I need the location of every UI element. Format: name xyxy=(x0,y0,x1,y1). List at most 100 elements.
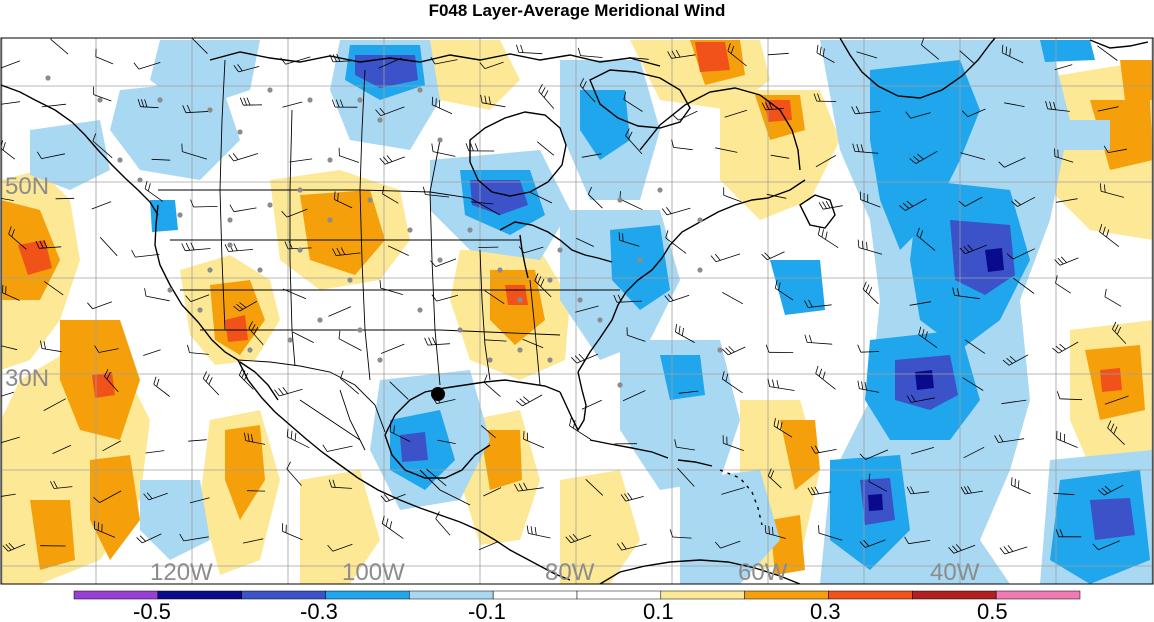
wind-barb xyxy=(767,468,782,489)
wind-barb xyxy=(575,305,599,313)
wind-barb xyxy=(628,57,649,60)
wind-barb xyxy=(579,78,596,103)
wind-barb xyxy=(144,288,170,302)
shading-region xyxy=(225,425,265,520)
shading-region xyxy=(868,494,883,511)
station-marker xyxy=(347,277,353,283)
station-marker xyxy=(437,137,443,143)
shading-region xyxy=(1090,100,1153,170)
wind-barb xyxy=(810,445,837,454)
wind-barb xyxy=(1,101,20,105)
colorbar-segment xyxy=(912,590,997,600)
coastline-hispaniola xyxy=(677,459,713,467)
wind-barb xyxy=(998,157,1026,168)
shading-region xyxy=(505,285,528,305)
shading-region xyxy=(480,430,522,490)
wind-barb xyxy=(1103,145,1127,153)
wind-barb xyxy=(678,390,699,394)
wind-barb xyxy=(340,370,359,395)
coastline-gulf-of-california xyxy=(239,361,279,401)
wind-barb xyxy=(430,56,458,65)
shading-region xyxy=(985,248,1004,272)
wind-barb xyxy=(1,436,20,444)
wind-barb xyxy=(960,485,984,495)
wind-barb xyxy=(143,349,161,356)
wind-barb xyxy=(948,544,976,554)
wind-barb xyxy=(379,280,404,295)
wind-barb xyxy=(93,490,122,503)
wind-barb xyxy=(1056,198,1078,203)
wind-barb xyxy=(569,417,592,440)
wind-barb xyxy=(143,492,168,501)
station-marker xyxy=(697,267,703,273)
wind-barb xyxy=(857,239,883,255)
wind-barb xyxy=(766,193,787,199)
wind-barb xyxy=(1053,492,1075,496)
station-marker xyxy=(137,177,143,183)
us-mexico-border xyxy=(237,359,386,433)
wind-barb xyxy=(50,480,73,489)
great-lakes xyxy=(499,221,613,263)
wind-barb xyxy=(761,251,785,261)
wind-barb xyxy=(1,60,21,69)
wind-barb xyxy=(289,158,313,163)
wind-barb xyxy=(909,150,938,164)
lon-label-120w: 120W xyxy=(150,559,213,586)
shading-region xyxy=(580,90,630,160)
station-marker xyxy=(297,247,303,253)
wind-barb xyxy=(1055,529,1082,538)
wind-barb xyxy=(613,294,642,303)
colorbar-segment xyxy=(576,590,662,600)
wind-barb xyxy=(576,237,594,247)
wind-barb xyxy=(286,428,310,449)
wind-barb xyxy=(916,227,936,251)
wind-barb xyxy=(1055,275,1071,294)
wind-barb xyxy=(813,93,837,102)
coastline-south-america xyxy=(599,559,801,584)
wind-barb xyxy=(1099,223,1120,248)
wind-barb xyxy=(534,273,552,298)
wind-barb xyxy=(228,153,259,162)
wind-barb xyxy=(437,439,456,444)
wind-barb xyxy=(36,151,65,159)
wind-barb xyxy=(1054,256,1079,266)
wind-barb xyxy=(722,346,746,356)
wind-barb xyxy=(1097,484,1124,496)
wind-barb xyxy=(133,62,161,70)
wind-barb xyxy=(52,444,72,454)
wind-barb xyxy=(2,542,26,552)
lon-label-60w: 60W xyxy=(738,559,788,586)
wind-barb xyxy=(327,543,353,552)
wind-barb xyxy=(904,536,931,545)
shading-region xyxy=(110,80,240,180)
coastline-greenland xyxy=(839,38,996,99)
coastline-baffin xyxy=(589,69,691,129)
wind-barb xyxy=(514,482,544,492)
wind-barb xyxy=(722,435,744,451)
coastline-cuba xyxy=(589,439,669,459)
wind-barb xyxy=(131,249,160,258)
colorbar-segment xyxy=(157,590,242,600)
station-marker xyxy=(327,217,333,223)
wind-barb xyxy=(479,61,504,69)
wind-barb xyxy=(959,50,976,65)
wind-barb xyxy=(526,525,551,539)
wind-barb xyxy=(1001,44,1024,64)
map-title: F048 Layer-Average Meridional Wind xyxy=(428,1,726,20)
wind-barb xyxy=(381,515,404,539)
station-marker xyxy=(417,307,423,313)
wind-barb xyxy=(620,492,644,502)
wind-barb xyxy=(422,186,450,198)
wind-barb xyxy=(233,64,260,73)
station-marker xyxy=(267,87,273,93)
shading-region xyxy=(225,315,248,342)
shading-region xyxy=(660,355,705,400)
wind-barb xyxy=(35,240,62,249)
wind-barb xyxy=(1097,45,1118,61)
wind-barb xyxy=(92,133,113,159)
wind-barb xyxy=(1112,321,1127,344)
wind-barb xyxy=(868,473,888,492)
wind-barb xyxy=(286,461,302,486)
shading-region xyxy=(18,240,52,275)
state-lines-1 xyxy=(219,189,226,331)
